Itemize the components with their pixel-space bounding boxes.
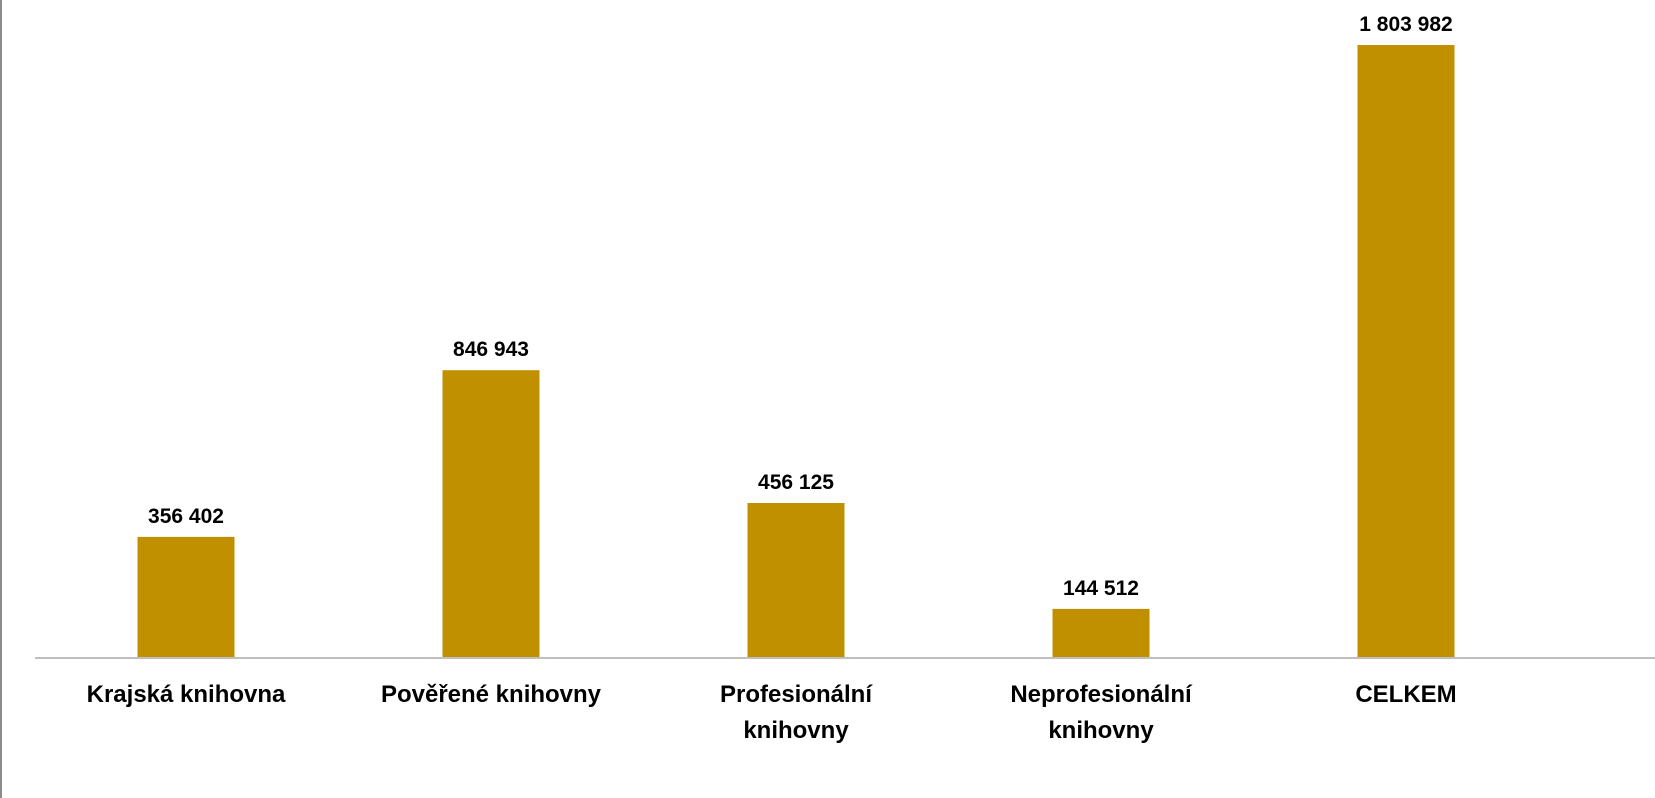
category-label-4: CELKEM bbox=[1355, 681, 1456, 708]
data-label-1: 846 943 bbox=[453, 338, 529, 361]
category-label-line: CELKEM bbox=[1355, 681, 1456, 708]
bars-group bbox=[137, 45, 1455, 658]
category-label-line: Pověřené knihovny bbox=[381, 681, 602, 708]
bar-0 bbox=[137, 536, 235, 658]
category-label-0: Krajská knihovna bbox=[87, 681, 286, 708]
category-label-2: Profesionální knihovny bbox=[720, 681, 873, 744]
category-labels-group: Krajská knihovna Pověřené knihovny Profesi… bbox=[87, 681, 1457, 744]
data-label-4: 1 803 982 bbox=[1359, 13, 1452, 36]
category-label-line: Profesionální bbox=[720, 681, 873, 708]
bar-1 bbox=[442, 370, 540, 658]
category-label-3: Neprofesionální knihovny bbox=[1010, 681, 1193, 744]
data-label-3: 144 512 bbox=[1063, 577, 1139, 600]
category-label-1: Pověřené knihovny bbox=[381, 681, 602, 708]
data-label-0: 356 402 bbox=[148, 505, 224, 528]
bar-4 bbox=[1357, 45, 1455, 658]
category-label-line: Neprofesionální bbox=[1010, 681, 1193, 708]
category-label-line: Krajská knihovna bbox=[87, 681, 286, 708]
category-label-line: knihovny bbox=[1048, 717, 1154, 744]
bar-3 bbox=[1052, 608, 1150, 658]
data-labels-group: 356 402 846 943 456 125 144 512 1 803 982 bbox=[148, 13, 1453, 600]
category-label-line: knihovny bbox=[743, 717, 849, 744]
bar-2 bbox=[747, 503, 845, 658]
data-label-2: 456 125 bbox=[758, 471, 834, 494]
